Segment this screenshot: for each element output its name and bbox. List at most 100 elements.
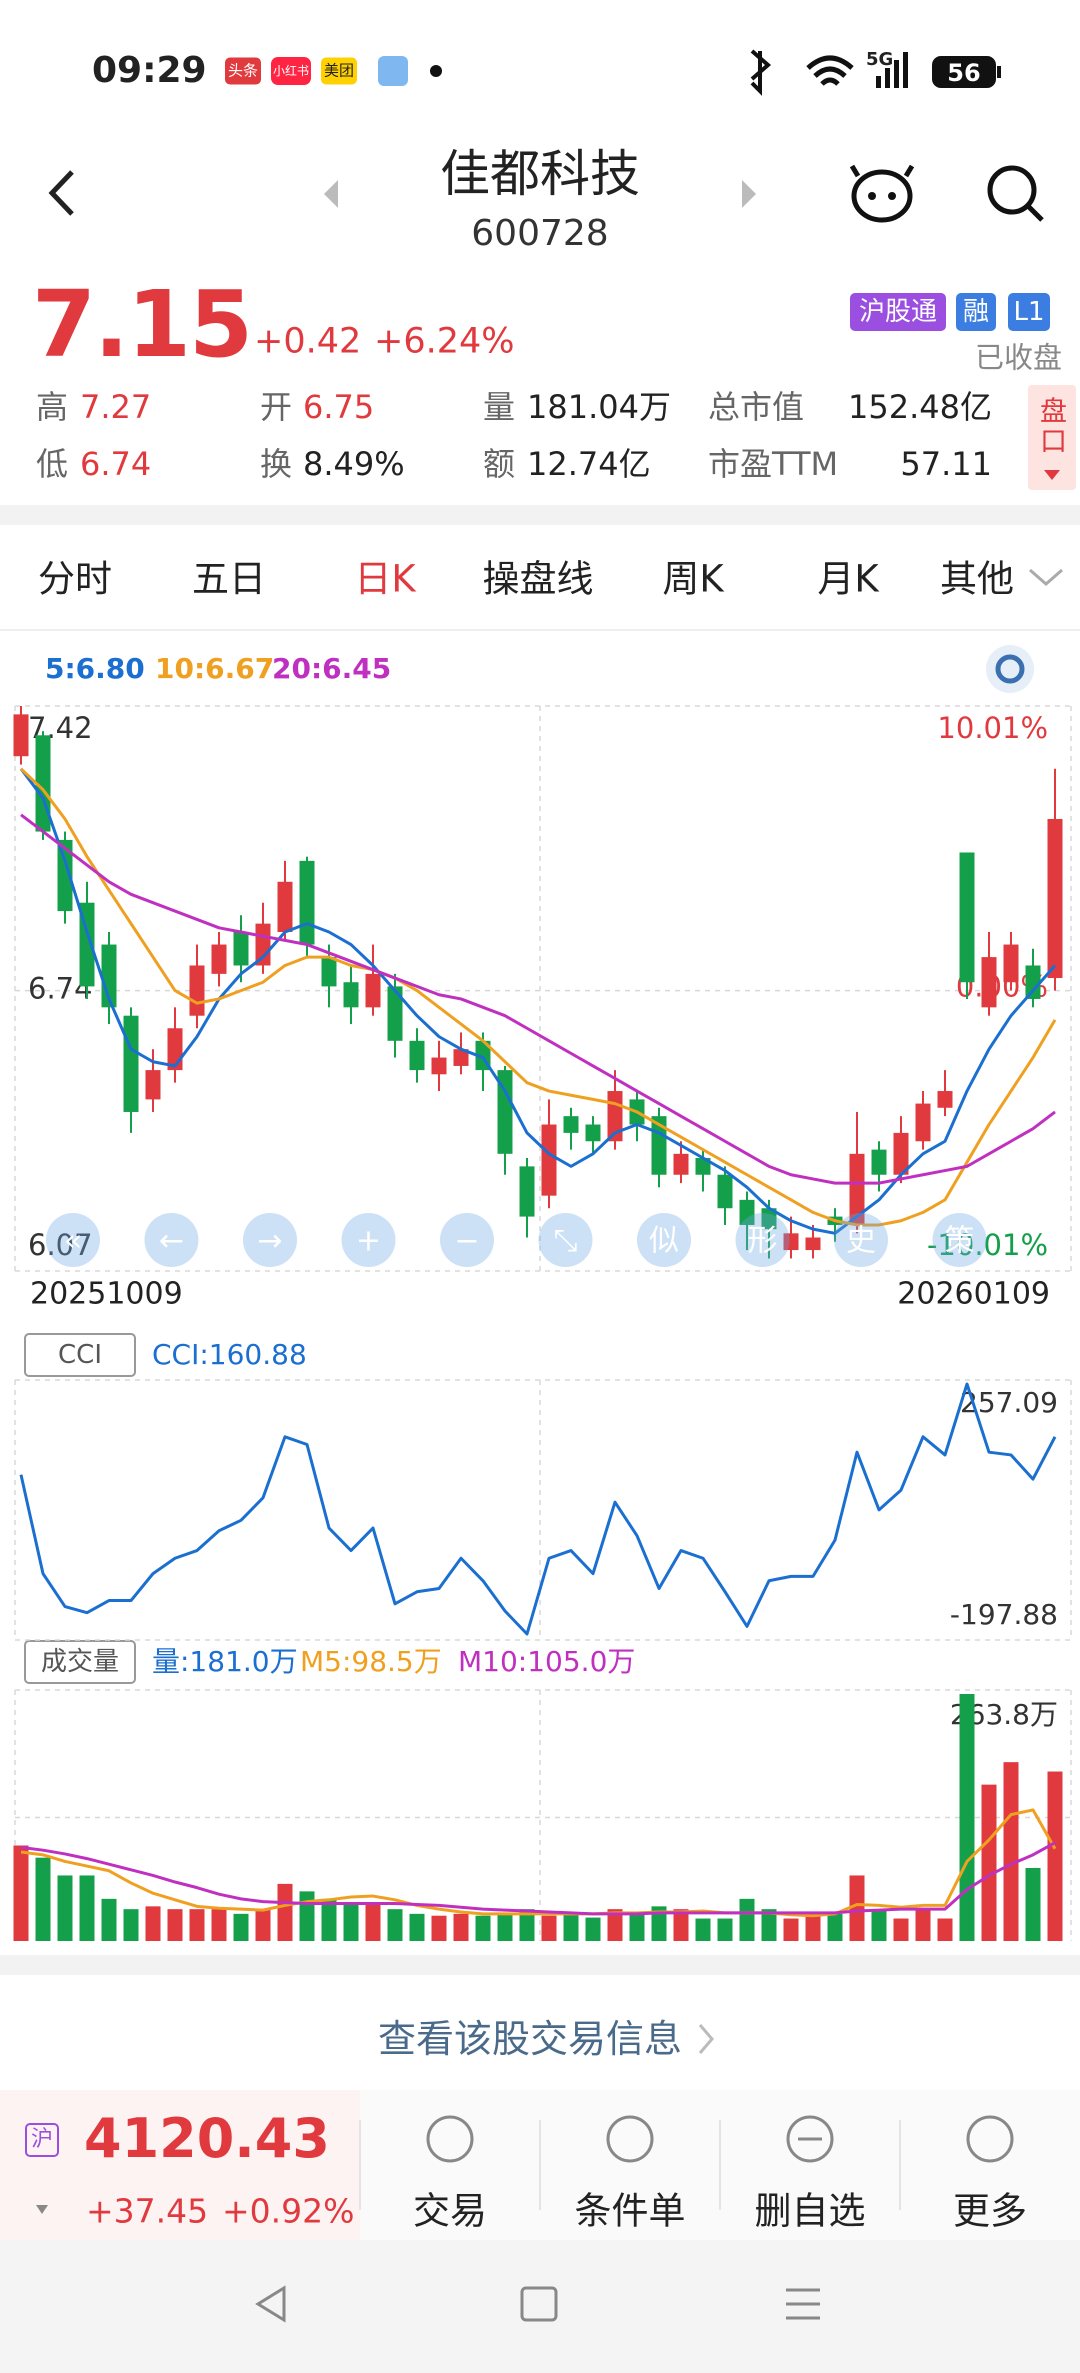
legend-entry: CCI:160.88 bbox=[152, 1338, 307, 1371]
tab[interactable]: 周K bbox=[662, 557, 724, 601]
action[interactable]: 更多 bbox=[953, 2189, 1027, 2233]
candle-body bbox=[805, 1237, 821, 1251]
volume-bar bbox=[123, 1909, 139, 1941]
volume-bar bbox=[321, 1898, 337, 1941]
tool-label: ← bbox=[159, 1224, 184, 1259]
volume-title-box[interactable] bbox=[24, 1640, 136, 1684]
side-tab-arrow bbox=[1044, 470, 1060, 480]
volume-bar bbox=[145, 1906, 161, 1941]
side-tab-bg[interactable] bbox=[1028, 385, 1076, 490]
candle-body bbox=[497, 1070, 513, 1154]
candle-body bbox=[343, 982, 359, 1008]
series-line bbox=[20, 1841, 1056, 1916]
battery bbox=[932, 56, 996, 88]
stat-value: 7.27 bbox=[80, 388, 152, 426]
nav-icons[interactable] bbox=[255, 2285, 820, 2323]
network-type: 5G bbox=[866, 49, 894, 70]
index-bg bbox=[0, 2090, 360, 2240]
volume-bar bbox=[79, 1875, 95, 1941]
market-box bbox=[25, 2123, 59, 2157]
action[interactable]: 删自选 bbox=[754, 2189, 866, 2233]
search-icon[interactable] bbox=[987, 165, 1044, 222]
volume-bar bbox=[629, 1913, 645, 1941]
prev-stock[interactable] bbox=[324, 180, 338, 208]
tab[interactable]: 分时 bbox=[38, 557, 112, 601]
app-icon: 头条 bbox=[224, 57, 262, 85]
volume-bar bbox=[651, 1906, 667, 1941]
tool-button[interactable] bbox=[637, 1213, 691, 1267]
tab[interactable]: 其他 bbox=[940, 557, 1014, 601]
volume-bar bbox=[739, 1898, 755, 1941]
volume-bar bbox=[937, 1918, 953, 1941]
series-line bbox=[19, 767, 1057, 1227]
y-tick-label: 257.09 bbox=[960, 1386, 1058, 1419]
y2-tick-label: 10.01% bbox=[937, 711, 1048, 745]
action-dividers bbox=[359, 2120, 901, 2210]
candle-body bbox=[1047, 819, 1063, 979]
tab[interactable]: 操盘线 bbox=[482, 557, 594, 601]
candle-body bbox=[431, 1057, 447, 1075]
battery-tip bbox=[997, 66, 1001, 78]
tool-button[interactable] bbox=[538, 1213, 593, 1267]
volume-bar bbox=[761, 1909, 777, 1941]
tool-label: ⤡ bbox=[554, 1224, 578, 1259]
candle-body bbox=[453, 1049, 469, 1066]
volume-bar bbox=[211, 1909, 227, 1941]
candle-body bbox=[541, 1124, 557, 1196]
badge[interactable]: L1 bbox=[1008, 293, 1050, 331]
stat-label: 市盈TTM bbox=[708, 445, 839, 483]
volume-bar bbox=[189, 1909, 205, 1941]
x-tick-label: 20251009 bbox=[30, 1277, 183, 1312]
candle-body bbox=[233, 932, 249, 966]
volume-bar bbox=[387, 1909, 403, 1941]
status-icons bbox=[378, 49, 1001, 96]
settings-icon[interactable] bbox=[986, 645, 1034, 693]
volume-bar bbox=[255, 1909, 271, 1941]
stat-value: 181.04万 bbox=[527, 388, 671, 426]
candle-body bbox=[717, 1174, 733, 1209]
app-icon: 美团 bbox=[320, 57, 358, 85]
action[interactable]: 交易 bbox=[413, 2189, 487, 2233]
action-icons[interactable] bbox=[426, 2115, 1014, 2163]
tab[interactable]: 五日 bbox=[192, 557, 266, 601]
volume-bar bbox=[101, 1898, 117, 1941]
tool-button[interactable] bbox=[243, 1213, 297, 1267]
candle-body bbox=[365, 973, 381, 1008]
tool-button[interactable] bbox=[341, 1213, 396, 1267]
badge[interactable]: 沪股通 bbox=[850, 293, 946, 331]
cci-title-box[interactable] bbox=[24, 1333, 136, 1377]
charts: 7.426.746.0710.01%0.00%-10.01%2025100920… bbox=[13, 705, 1072, 1941]
volume-bar bbox=[695, 1918, 711, 1941]
tool-button[interactable] bbox=[46, 1213, 100, 1267]
cci-title[interactable]: CCI bbox=[58, 1340, 102, 1370]
volume-bar bbox=[57, 1875, 73, 1941]
candle-body bbox=[585, 1124, 601, 1142]
action[interactable]: 条件单 bbox=[574, 2189, 686, 2233]
tab[interactable]: 月K bbox=[817, 557, 879, 601]
trade-info-link[interactable]: 查看该股交易信息 bbox=[377, 2017, 683, 2061]
back-button[interactable] bbox=[48, 170, 74, 216]
tool-label: 策 bbox=[945, 1224, 975, 1259]
volume-bar bbox=[343, 1903, 359, 1941]
volume-bar bbox=[167, 1909, 183, 1941]
legend-entry: M10:105.0万 bbox=[458, 1645, 636, 1678]
volume-title[interactable]: 成交量 bbox=[40, 1647, 120, 1677]
candle-body bbox=[893, 1132, 909, 1175]
robot-icon[interactable] bbox=[849, 164, 915, 223]
x-tick-label: 20260109 bbox=[897, 1277, 1050, 1312]
badge[interactable]: 融 bbox=[956, 293, 996, 331]
side-tab[interactable]: 盘口 bbox=[1040, 396, 1067, 457]
tab-more-chevron[interactable] bbox=[1029, 568, 1063, 586]
tool-button[interactable] bbox=[440, 1213, 494, 1267]
tool-button[interactable] bbox=[735, 1213, 790, 1267]
link-chevron bbox=[698, 2024, 714, 2054]
tool-button[interactable] bbox=[144, 1213, 199, 1267]
tool-label: − bbox=[454, 1224, 479, 1259]
candle-body bbox=[871, 1149, 887, 1175]
tool-button[interactable] bbox=[932, 1213, 987, 1267]
volume-bar bbox=[453, 1913, 469, 1941]
candle-body bbox=[1025, 965, 1041, 999]
next-stock[interactable] bbox=[742, 180, 756, 208]
tool-button[interactable] bbox=[834, 1213, 888, 1267]
tab[interactable]: 日K bbox=[354, 557, 416, 601]
